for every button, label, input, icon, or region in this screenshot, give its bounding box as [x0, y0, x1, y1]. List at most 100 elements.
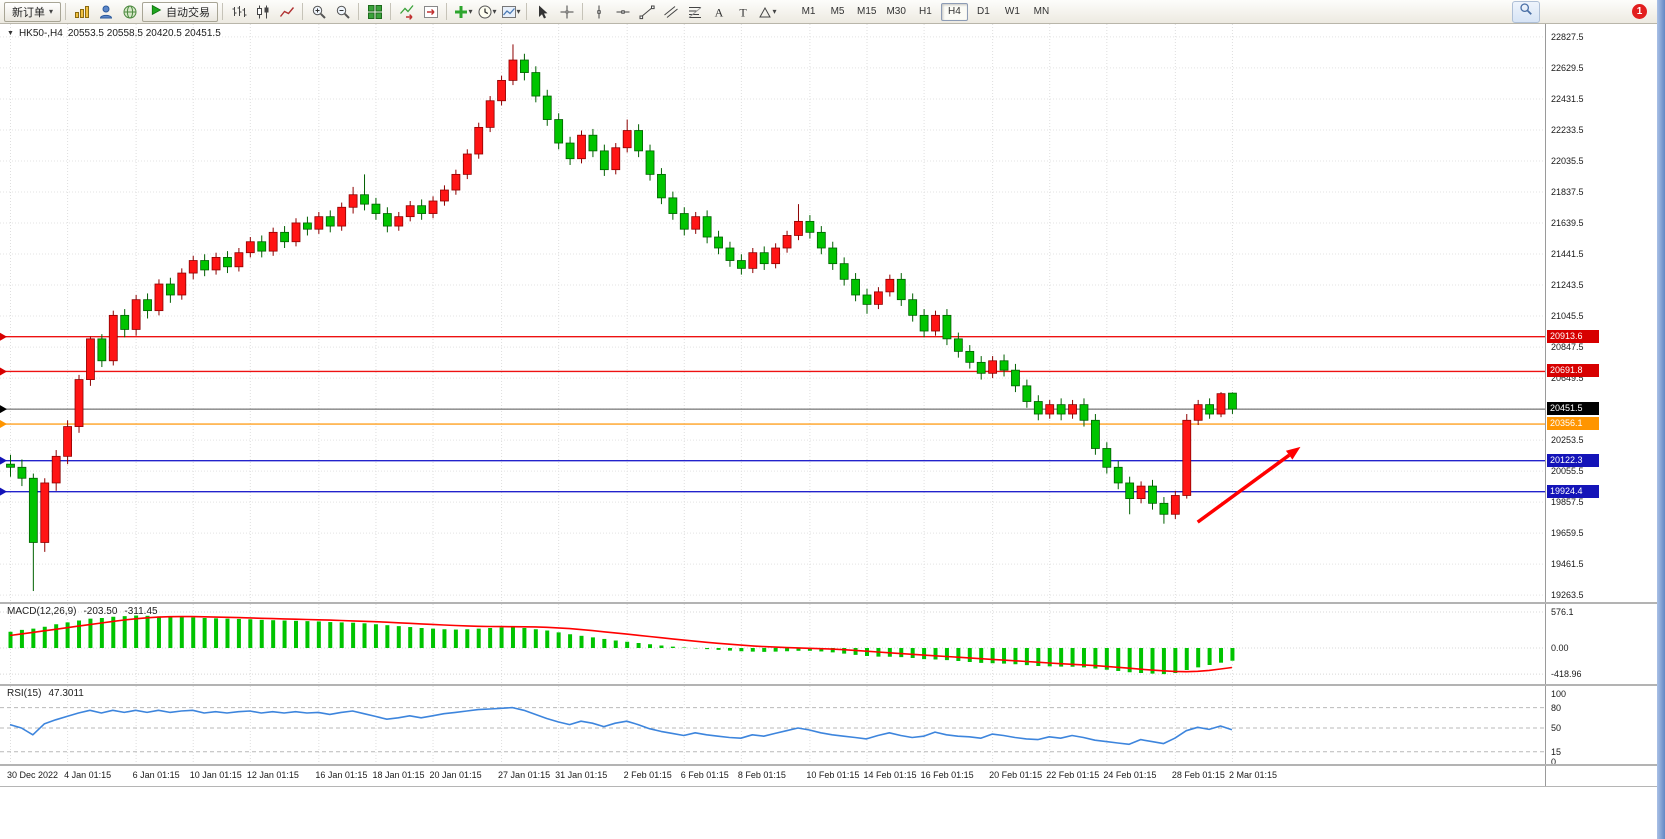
- timeframe-m15[interactable]: M15: [853, 3, 880, 21]
- profiles-button[interactable]: [94, 2, 117, 22]
- shapes-button[interactable]: ▾: [755, 2, 778, 22]
- text-button[interactable]: A: [707, 2, 730, 22]
- time-axis[interactable]: 30 Dec 2022 4 Jan 01:15 6 Jan 01:15 10 Jan …: [0, 766, 1545, 786]
- rsi-header: RSI(15) 47.3011: [7, 688, 84, 699]
- toolbar-divider: [302, 3, 304, 20]
- timeframe-w1[interactable]: W1: [999, 3, 1026, 21]
- rsi-canvas[interactable]: [0, 686, 1545, 764]
- market-watch-button[interactable]: [118, 2, 141, 22]
- text-label-icon: T: [735, 4, 751, 20]
- time-axis-label: 10 Feb 01:15: [806, 770, 860, 780]
- zoom-in-button[interactable]: [307, 2, 330, 22]
- auto-scroll-button[interactable]: [395, 2, 418, 22]
- horizontal-line-button[interactable]: [611, 2, 634, 22]
- price-axis-label: 22035.5: [1551, 155, 1584, 166]
- time-axis-label: 16 Feb 01:15: [920, 770, 974, 780]
- shapes-icon: [757, 4, 773, 20]
- window-edge-strip: [1657, 0, 1665, 839]
- timeframe-m1[interactable]: M1: [795, 3, 822, 21]
- time-axis-label: 8 Feb 01:15: [737, 770, 786, 780]
- globe-icon: [122, 4, 138, 20]
- candlestick-chart-button[interactable]: [251, 2, 274, 22]
- search-button[interactable]: [1512, 0, 1540, 23]
- price-axis-label: 20253.5: [1551, 435, 1584, 446]
- timeframe-d1[interactable]: D1: [970, 3, 997, 21]
- indicator-plus-icon: [453, 4, 469, 20]
- price-axis-label: 20847.5: [1551, 342, 1584, 353]
- crosshair-button[interactable]: [555, 2, 578, 22]
- price-axis-label: 22431.5: [1551, 93, 1584, 104]
- collapse-triangle-icon[interactable]: ▼: [7, 30, 14, 37]
- price-tag-resistance-lower: 20691.8: [1547, 364, 1599, 378]
- new-chart-button[interactable]: [70, 2, 93, 22]
- macd-axis-label: -418.96: [1551, 669, 1582, 680]
- price-axis-label: 21243.5: [1551, 280, 1584, 291]
- time-axis-label: 10 Jan 01:15: [189, 770, 242, 780]
- macd-axis-label: 0.00: [1551, 643, 1569, 653]
- time-axis-label: 22 Feb 01:15: [1046, 770, 1100, 780]
- price-axis-label: 21639.5: [1551, 218, 1584, 228]
- label-button[interactable]: T: [731, 2, 754, 22]
- toolbar-divider: [446, 3, 448, 20]
- line-chart-button[interactable]: [275, 2, 298, 22]
- time-axis-label: 4 Jan 01:15: [64, 770, 112, 780]
- panel-divider[interactable]: [0, 684, 1657, 686]
- time-axis-label: 28 Feb 01:15: [1171, 770, 1225, 780]
- tile-windows-button[interactable]: [363, 2, 386, 22]
- templates-button[interactable]: ▾: [499, 2, 522, 22]
- toolbar-divider: [390, 3, 392, 20]
- timeframe-h4[interactable]: H4: [940, 2, 968, 21]
- time-axis-label: 14 Feb 01:15: [863, 770, 917, 780]
- zoom-out-button[interactable]: [331, 2, 354, 22]
- macd-canvas[interactable]: [0, 604, 1545, 684]
- timeframe-h1[interactable]: H1: [912, 3, 939, 21]
- indicators-button[interactable]: ▾: [451, 2, 474, 22]
- price-axis[interactable]: 20913.6 20691.8 20451.5 20356.1 20122.3 …: [1546, 24, 1657, 786]
- svg-text:T: T: [739, 5, 747, 19]
- channel-button[interactable]: [659, 2, 682, 22]
- price-tag-orange-level: 20356.1: [1547, 417, 1599, 431]
- price-axis-label: 19857.5: [1551, 497, 1584, 508]
- time-axis-label: 2 Mar 01:15: [1228, 770, 1277, 780]
- chart-shift-button[interactable]: [419, 2, 442, 22]
- new-order-button[interactable]: 新订单 ▾: [4, 1, 62, 22]
- toolbar-divider: [65, 3, 67, 20]
- price-axis-label: 22629.5: [1551, 62, 1584, 73]
- auto-trading-button[interactable]: 自动交易: [142, 1, 219, 22]
- toolbar-divider: [582, 3, 584, 20]
- price-axis-label: 22827.5: [1551, 31, 1584, 42]
- svg-text:A: A: [714, 5, 723, 19]
- time-axis-label: 31 Jan 01:15: [555, 770, 608, 780]
- trendline-button[interactable]: [635, 2, 658, 22]
- chevron-down-icon: ▾: [492, 6, 497, 16]
- panel-divider[interactable]: [0, 602, 1657, 604]
- template-icon: [501, 4, 517, 20]
- rsi-axis-label: 100: [1551, 689, 1567, 699]
- panel-divider[interactable]: [0, 764, 1657, 766]
- profile-icon: [98, 4, 114, 20]
- price-axis-border: [1545, 24, 1546, 786]
- main-chart-canvas[interactable]: [0, 24, 1545, 602]
- notification-badge[interactable]: 1: [1632, 4, 1647, 19]
- price-tag-current-price: 20451.5: [1547, 402, 1599, 416]
- time-axis-label: 20 Jan 01:15: [429, 770, 482, 780]
- vertical-line-button[interactable]: [587, 2, 610, 22]
- time-axis-label: 16 Jan 01:15: [315, 770, 368, 780]
- price-axis-label: 19461.5: [1551, 559, 1584, 570]
- price-axis-label: 20055.5: [1551, 466, 1584, 477]
- candlestick-icon: [255, 4, 271, 20]
- periods-button[interactable]: ▾: [475, 2, 498, 22]
- bar-chart-button[interactable]: [227, 2, 250, 22]
- timeframe-m30[interactable]: M30: [882, 3, 909, 21]
- timeframe-m5[interactable]: M5: [824, 3, 851, 21]
- text-a-icon: A: [711, 4, 727, 20]
- price-axis-label: 21045.5: [1551, 311, 1584, 322]
- cursor-icon: [535, 4, 551, 20]
- horizontal-line-icon: [615, 4, 631, 20]
- cursor-button[interactable]: [531, 2, 554, 22]
- fibonacci-button[interactable]: [683, 2, 706, 22]
- rsi-axis-label: 50: [1551, 723, 1562, 733]
- time-axis-label: 6 Jan 01:15: [132, 770, 180, 780]
- timeframe-mn[interactable]: MN: [1028, 3, 1055, 21]
